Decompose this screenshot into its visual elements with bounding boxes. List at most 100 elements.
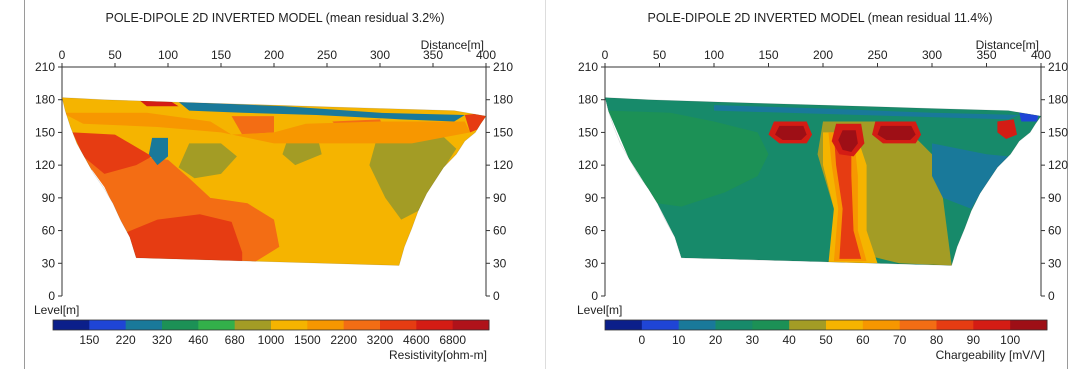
model-region-100 bbox=[877, 125, 916, 141]
model-region-1500 bbox=[62, 112, 471, 144]
colorbar-swatch bbox=[380, 320, 417, 330]
y-tick-label-left: 150 bbox=[578, 125, 598, 139]
y-tick-label-right: 90 bbox=[493, 191, 507, 205]
colorbar-label: Resistivity[ohm-m] bbox=[389, 348, 487, 362]
colorbar-swatch bbox=[307, 320, 345, 330]
model-region-680 bbox=[178, 143, 237, 179]
colorbar-swatch bbox=[862, 320, 901, 330]
y-tick-label-right: 180 bbox=[1048, 93, 1068, 107]
x-axis-label: Distance[m] bbox=[421, 38, 484, 52]
y-tick-label-right: 60 bbox=[1048, 224, 1062, 238]
y-tick-label-left: 90 bbox=[42, 191, 56, 205]
y-tick-label-right: 120 bbox=[1048, 158, 1068, 172]
colorbar-swatch bbox=[343, 320, 381, 330]
colorbar-swatch bbox=[973, 320, 1011, 330]
model-region-100 bbox=[775, 125, 807, 141]
y-tick-label-left: 0 bbox=[48, 289, 55, 303]
chart-title: POLE-DIPOLE 2D INVERTED MODEL (mean resi… bbox=[105, 11, 444, 25]
y-tick-label-right: 0 bbox=[1048, 289, 1055, 303]
x-tick-label: 150 bbox=[758, 48, 778, 62]
colorbar-tick-label: 30 bbox=[746, 333, 760, 347]
model-section bbox=[605, 97, 1041, 266]
colorbar-swatch bbox=[198, 320, 236, 330]
x-tick-label: 300 bbox=[922, 48, 942, 62]
y-tick-label-right: 30 bbox=[1048, 256, 1062, 270]
y-tick-label-left: 180 bbox=[35, 93, 55, 107]
colorbar-swatch bbox=[752, 320, 790, 330]
colorbar-tick-label: 40 bbox=[782, 333, 796, 347]
colorbar-tick-label: 0 bbox=[638, 333, 645, 347]
x-tick-label: 100 bbox=[704, 48, 724, 62]
y-tick-label-right: 150 bbox=[1048, 125, 1068, 139]
y-tick-label-right: 180 bbox=[493, 93, 513, 107]
x-tick-label: 50 bbox=[108, 48, 122, 62]
model-region-10 bbox=[932, 143, 1009, 209]
colorbar-tick-label: 320 bbox=[152, 333, 172, 347]
colorbar-tick-label: 80 bbox=[930, 333, 944, 347]
model-section bbox=[62, 97, 486, 266]
colorbar-tick-label: 10 bbox=[672, 333, 686, 347]
colorbar-swatch bbox=[162, 320, 199, 330]
colorbar-tick-label: 70 bbox=[893, 333, 907, 347]
colorbar-frame bbox=[604, 319, 1048, 331]
colorbar-tick-label: 20 bbox=[709, 333, 723, 347]
x-axis-label: Distance[m] bbox=[976, 38, 1039, 52]
colorbar-tick-label: 2200 bbox=[330, 333, 357, 347]
y-tick-label-left: 30 bbox=[585, 256, 599, 270]
colorbar-tick-label: 1500 bbox=[294, 333, 321, 347]
y-tick-label-left: 180 bbox=[578, 93, 598, 107]
model-region-80 bbox=[833, 134, 862, 259]
y-tick-label-right: 150 bbox=[493, 125, 513, 139]
model-region-220 bbox=[148, 137, 168, 166]
y-tick-label-left: 60 bbox=[42, 224, 56, 238]
colorbar-tick-label: 3200 bbox=[367, 333, 394, 347]
y-tick-label-left: 0 bbox=[591, 289, 598, 303]
section-outline bbox=[604, 97, 1042, 266]
model-region-100 bbox=[838, 130, 858, 153]
colorbar-frame bbox=[52, 319, 490, 331]
x-tick-label: 200 bbox=[813, 48, 833, 62]
y-tick-label-right: 210 bbox=[493, 60, 513, 74]
colorbar-swatch bbox=[899, 320, 937, 330]
colorbar-swatch bbox=[452, 320, 490, 330]
colorbar-tick-label: 220 bbox=[116, 333, 136, 347]
x-tick-label: 0 bbox=[602, 48, 609, 62]
colorbar-tick-label: 6800 bbox=[439, 333, 466, 347]
colorbar-tick-label: 680 bbox=[225, 333, 245, 347]
y-tick-label-right: 120 bbox=[493, 158, 513, 172]
x-tick-label: 400 bbox=[1031, 48, 1051, 62]
y-axis-label: Level[m] bbox=[34, 303, 79, 317]
colorbar-swatch bbox=[53, 320, 90, 330]
colorbar-swatch bbox=[641, 320, 680, 330]
x-tick-label: 300 bbox=[370, 48, 390, 62]
x-tick-label: 150 bbox=[211, 48, 231, 62]
chart-title: POLE-DIPOLE 2D INVERTED MODEL (mean resi… bbox=[647, 11, 992, 25]
colorbar-swatch bbox=[271, 320, 308, 330]
chargeability-panel: POLE-DIPOLE 2D INVERTED MODEL (mean resi… bbox=[577, 11, 1068, 362]
divider-line bbox=[545, 0, 546, 369]
x-tick-label: 250 bbox=[867, 48, 887, 62]
colorbar-swatch bbox=[826, 320, 864, 330]
model-region-90 bbox=[997, 119, 1018, 139]
x-tick-label: 50 bbox=[653, 48, 667, 62]
model-region-680 bbox=[369, 126, 457, 220]
x-tick-label: 250 bbox=[317, 48, 337, 62]
model-region-0 bbox=[1019, 112, 1039, 122]
colorbar-label: Chargeability [mV/V] bbox=[936, 348, 1045, 362]
colorbar-tick-label: 4600 bbox=[403, 333, 430, 347]
y-tick-label-left: 150 bbox=[35, 125, 55, 139]
colorbar-swatch bbox=[936, 320, 974, 330]
colorbar-swatch bbox=[125, 320, 163, 330]
colorbar-tick-label: 100 bbox=[1000, 333, 1020, 347]
y-tick-label-left: 120 bbox=[35, 158, 55, 172]
colorbar-swatch bbox=[234, 320, 272, 330]
x-tick-label: 100 bbox=[158, 48, 178, 62]
y-tick-label-left: 90 bbox=[585, 191, 599, 205]
right-frame-line bbox=[1067, 0, 1068, 369]
x-tick-label: 400 bbox=[476, 48, 496, 62]
model-region-30 bbox=[608, 110, 769, 207]
colorbar-tick-label: 150 bbox=[79, 333, 99, 347]
y-tick-label-right: 60 bbox=[493, 224, 507, 238]
colorbar-tick-label: 1000 bbox=[258, 333, 285, 347]
